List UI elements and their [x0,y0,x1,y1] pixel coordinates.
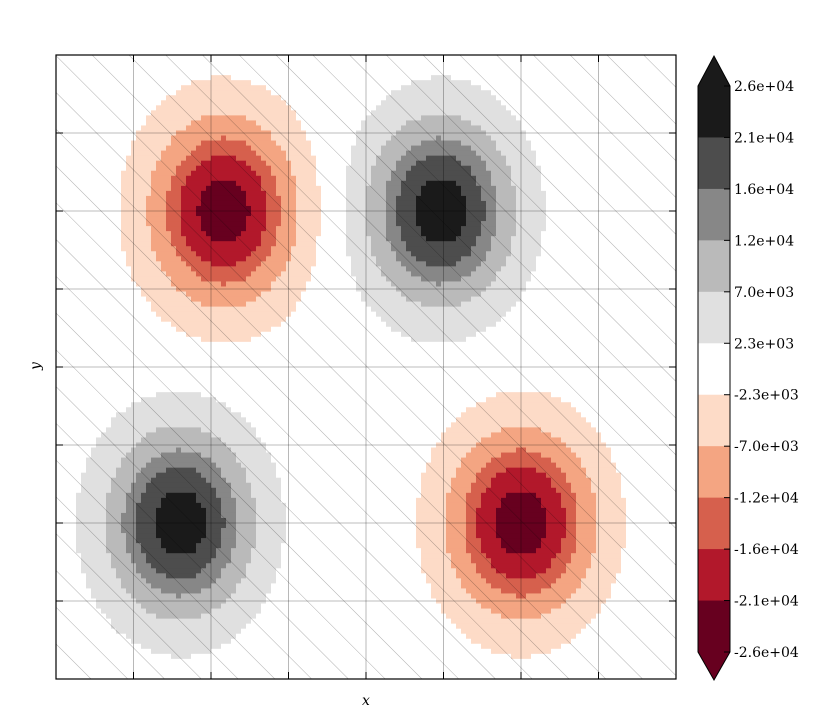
plot-area [56,55,676,679]
